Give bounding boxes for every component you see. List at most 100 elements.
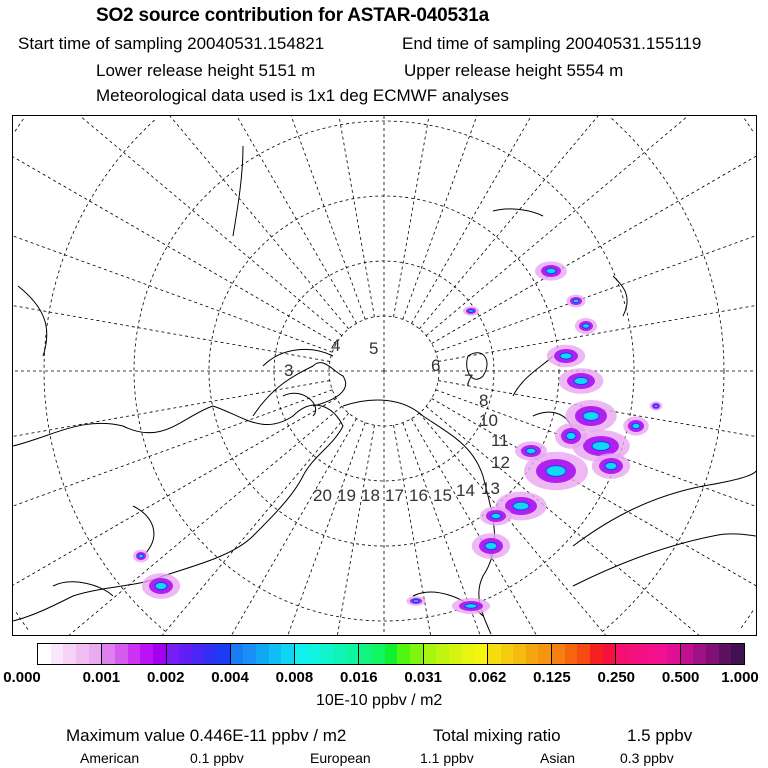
trajectory-hour-label: 16 xyxy=(409,486,428,505)
colorbar-tick-label: 0.016 xyxy=(340,669,378,686)
plume-core xyxy=(138,553,144,559)
colorbar-tick-label: 0.008 xyxy=(275,669,314,686)
colorbar-swatch xyxy=(513,644,526,664)
meridian-line xyxy=(431,398,756,587)
total-mixing-label: Total mixing ratio xyxy=(433,726,561,745)
meridian-line xyxy=(338,116,375,317)
meridian-line xyxy=(162,412,349,635)
colorbar-swatch xyxy=(705,644,719,664)
meridian-line xyxy=(13,156,337,344)
colorbar-units: 10E-10 ppbv / m2 xyxy=(316,692,443,709)
colorbar-swatch xyxy=(88,644,102,664)
meridian-line xyxy=(236,116,357,324)
european-label: European xyxy=(310,750,371,766)
colorbar-swatch xyxy=(461,644,475,664)
plume-core xyxy=(604,461,618,471)
colorbar-swatch xyxy=(448,644,462,664)
colorbar-swatch xyxy=(333,644,346,664)
colorbar-swatch xyxy=(191,644,205,664)
plume-core xyxy=(512,501,530,511)
meridian-line xyxy=(438,305,756,362)
colorbar-swatch xyxy=(50,644,64,664)
colorbar-swatch xyxy=(63,644,76,664)
trajectory-hour-label: 11 xyxy=(491,431,509,450)
plume-core xyxy=(573,376,589,386)
end-time: End time of sampling 20040531.155119 xyxy=(402,34,702,53)
plume-core xyxy=(545,465,567,477)
trajectory-hour-label: 18 xyxy=(361,486,380,505)
american-value: 0.1 ppbv xyxy=(190,750,244,766)
meridian-line xyxy=(393,116,430,317)
plume-core xyxy=(582,411,600,421)
colorbar-swatch xyxy=(693,644,706,664)
colorbar-swatch xyxy=(114,644,128,664)
polar-map: 3 4 5 6 7 8 10 11 12 13 14 15 16 17 18 19 20 xyxy=(12,115,757,636)
colorbar-tick-label: 0.000 xyxy=(3,669,41,686)
plume-core xyxy=(559,352,573,360)
colorbar-segment xyxy=(166,644,231,664)
colorbar-swatch xyxy=(217,644,230,664)
trajectory-hour-label: 14 xyxy=(456,481,475,500)
meridian-line xyxy=(419,116,599,330)
colorbar-swatch xyxy=(629,644,642,664)
meridian-line xyxy=(425,116,689,336)
latitude-circle xyxy=(328,315,440,427)
start-time: Start time of sampling 20040531.154821 xyxy=(18,34,325,53)
plume-core xyxy=(631,422,641,430)
meridian-line xyxy=(13,398,337,586)
colorbar-swatch xyxy=(359,644,372,664)
asian-value: 0.3 ppbv xyxy=(620,750,674,766)
european-value: 1.1 ppbv xyxy=(420,750,474,766)
meridian-line xyxy=(13,380,330,437)
colorbar-swatch xyxy=(538,644,552,664)
meridian-line xyxy=(169,116,349,330)
colorbar-swatch xyxy=(345,644,359,664)
colorbar-swatch xyxy=(307,644,321,664)
plume-core xyxy=(565,431,577,441)
meridian-line xyxy=(290,116,366,320)
trajectory-hour-label: 19 xyxy=(337,486,356,505)
trajectory-hour-label: 15 xyxy=(433,486,452,505)
colorbar-segment xyxy=(487,644,553,664)
colorbar-swatch xyxy=(166,644,180,664)
upper-release-height: Upper release height 5554 m xyxy=(404,61,624,80)
colorbar-segment xyxy=(230,644,296,664)
trajectory-hour-label: 12 xyxy=(491,453,510,472)
plume-core xyxy=(412,599,420,603)
plume-core xyxy=(154,581,168,591)
colorbar-swatch xyxy=(409,644,423,664)
colorbar-tick-label: 0.004 xyxy=(211,669,249,686)
colorbar xyxy=(37,643,745,665)
colorbar-segment xyxy=(295,644,360,664)
trajectory-hour-label: 20 xyxy=(313,486,332,505)
colorbar-tick-label: 0.062 xyxy=(468,669,507,686)
plume-core xyxy=(464,603,478,609)
trajectory-hour-label: 5 xyxy=(369,339,378,358)
meridian-line xyxy=(13,235,333,353)
colorbar-swatch xyxy=(281,644,295,664)
colorbar-swatch xyxy=(397,644,410,664)
colorbar-tick-label: 1.000 xyxy=(721,669,759,686)
trajectory-hour-label: 6 xyxy=(431,356,440,375)
colorbar-swatch xyxy=(268,644,282,664)
colorbar-swatch xyxy=(179,644,192,664)
colorbar-swatch xyxy=(320,644,334,664)
colorbar-tick-label: 0.125 xyxy=(533,669,571,686)
colorbar-swatch xyxy=(602,644,616,664)
asian-label: Asian xyxy=(540,750,576,766)
meridian-line xyxy=(425,406,699,635)
meridian-line xyxy=(402,116,478,320)
colorbar-swatch xyxy=(552,644,565,664)
trajectory-hour-label: 3 xyxy=(284,361,293,380)
met-data-info: Meteorological data used is 1x1 deg ECMW… xyxy=(96,86,509,105)
colorbar-swatch xyxy=(152,644,166,664)
colorbar-swatch xyxy=(667,644,680,664)
plume-core xyxy=(525,447,537,455)
colorbar-swatch xyxy=(127,644,141,664)
meridian-line xyxy=(337,425,375,635)
meridian-line xyxy=(435,235,756,353)
colorbar-swatch xyxy=(371,644,385,664)
plume-core xyxy=(653,404,659,408)
meridian-line xyxy=(13,389,333,507)
colorbar-segment xyxy=(102,644,167,664)
